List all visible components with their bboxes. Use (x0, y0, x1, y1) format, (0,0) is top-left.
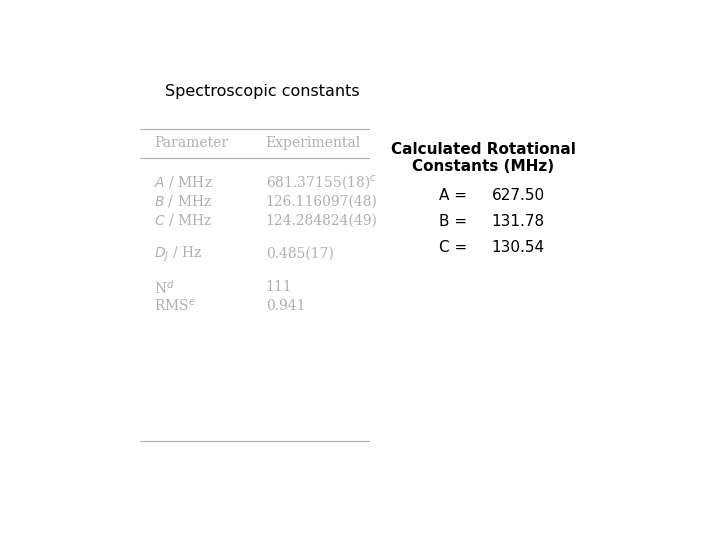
Text: N$^d$: N$^d$ (154, 278, 175, 296)
Text: 0.485(17): 0.485(17) (266, 247, 333, 261)
Text: Spectroscopic constants: Spectroscopic constants (166, 84, 360, 98)
Text: 681.37155(18)$^c$: 681.37155(18)$^c$ (266, 173, 377, 191)
Text: 111: 111 (266, 280, 292, 294)
Text: $\mathit{C}$ / MHz: $\mathit{C}$ / MHz (154, 212, 212, 228)
Text: C =: C = (438, 240, 467, 255)
Text: 131.78: 131.78 (492, 214, 545, 229)
Text: 627.50: 627.50 (492, 188, 545, 203)
Text: 0.941: 0.941 (266, 299, 305, 313)
Text: A =: A = (438, 188, 467, 203)
Text: 124.284824(49): 124.284824(49) (266, 213, 378, 227)
Text: Experimental: Experimental (266, 136, 361, 150)
Text: $\mathit{D}_J$ / Hz: $\mathit{D}_J$ / Hz (154, 244, 202, 264)
Text: $\mathit{B}$ / MHz: $\mathit{B}$ / MHz (154, 193, 212, 209)
Text: Parameter: Parameter (154, 136, 228, 150)
Text: $\mathit{A}$ / MHz: $\mathit{A}$ / MHz (154, 174, 213, 190)
Text: B =: B = (438, 214, 467, 229)
Text: RMS$^e$: RMS$^e$ (154, 298, 196, 314)
Text: Calculated Rotational
Constants (MHz): Calculated Rotational Constants (MHz) (391, 141, 576, 174)
Text: 130.54: 130.54 (492, 240, 545, 255)
Text: 126.116097(48): 126.116097(48) (266, 194, 378, 208)
